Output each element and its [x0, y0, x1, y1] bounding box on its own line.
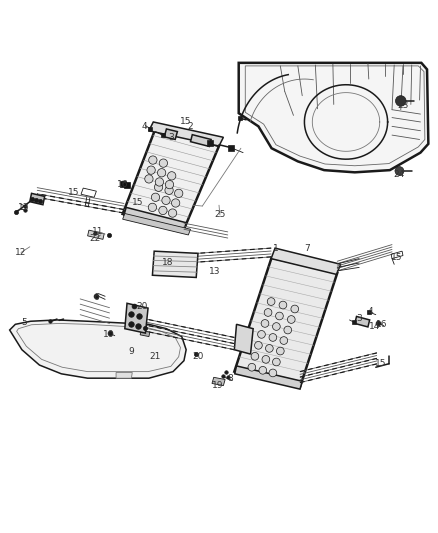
- Circle shape: [148, 203, 156, 212]
- Circle shape: [287, 316, 295, 324]
- Circle shape: [147, 166, 155, 174]
- Circle shape: [157, 168, 166, 177]
- Circle shape: [265, 344, 273, 352]
- Text: 19: 19: [212, 381, 224, 390]
- Text: 22: 22: [90, 233, 101, 243]
- Text: 4: 4: [367, 306, 373, 316]
- Text: 3: 3: [168, 133, 174, 142]
- Polygon shape: [235, 366, 302, 389]
- Text: 3: 3: [356, 314, 362, 322]
- Circle shape: [262, 356, 270, 363]
- Text: 13: 13: [209, 267, 220, 276]
- Text: 16: 16: [117, 180, 128, 189]
- Circle shape: [396, 96, 406, 106]
- Text: 18: 18: [162, 257, 173, 266]
- Circle shape: [162, 196, 170, 205]
- Circle shape: [159, 159, 167, 167]
- Circle shape: [269, 334, 277, 341]
- Text: 7: 7: [304, 245, 310, 254]
- Circle shape: [251, 352, 259, 360]
- Text: 4: 4: [142, 122, 147, 131]
- Circle shape: [261, 320, 269, 327]
- Text: 15: 15: [68, 189, 79, 197]
- Circle shape: [166, 181, 173, 189]
- Circle shape: [248, 364, 256, 371]
- Text: 13: 13: [18, 203, 30, 212]
- Polygon shape: [149, 122, 223, 146]
- Circle shape: [395, 167, 404, 175]
- Text: 10: 10: [103, 330, 114, 339]
- Polygon shape: [123, 214, 191, 235]
- Circle shape: [259, 367, 267, 374]
- Text: 24: 24: [393, 170, 404, 179]
- Polygon shape: [239, 63, 428, 172]
- Circle shape: [279, 301, 287, 309]
- Circle shape: [159, 206, 167, 215]
- Polygon shape: [234, 324, 253, 354]
- Polygon shape: [234, 258, 337, 387]
- Circle shape: [276, 312, 283, 320]
- Circle shape: [174, 189, 183, 198]
- Polygon shape: [124, 207, 186, 231]
- Text: 15: 15: [132, 198, 143, 207]
- Circle shape: [284, 326, 292, 334]
- Polygon shape: [123, 128, 219, 229]
- Text: 6: 6: [93, 293, 99, 302]
- Circle shape: [168, 209, 177, 217]
- Text: 15: 15: [180, 117, 192, 126]
- Polygon shape: [355, 317, 370, 327]
- Polygon shape: [88, 230, 104, 239]
- Circle shape: [272, 358, 280, 366]
- Circle shape: [269, 369, 277, 377]
- Circle shape: [272, 322, 280, 330]
- Text: 11: 11: [92, 227, 103, 236]
- Text: 12: 12: [15, 248, 27, 257]
- Circle shape: [291, 305, 299, 313]
- Text: 2: 2: [188, 122, 193, 131]
- Polygon shape: [191, 135, 211, 147]
- Polygon shape: [10, 320, 186, 378]
- Circle shape: [165, 186, 173, 195]
- Circle shape: [155, 178, 163, 186]
- Polygon shape: [152, 251, 198, 278]
- Circle shape: [154, 183, 162, 191]
- Circle shape: [151, 193, 159, 201]
- Circle shape: [276, 347, 284, 355]
- Polygon shape: [125, 303, 148, 333]
- Polygon shape: [30, 193, 45, 205]
- Polygon shape: [212, 377, 225, 386]
- Text: 21: 21: [150, 352, 161, 361]
- Circle shape: [258, 330, 265, 338]
- Polygon shape: [116, 373, 132, 378]
- Text: 23: 23: [397, 101, 409, 110]
- Text: 9: 9: [128, 348, 134, 357]
- Circle shape: [264, 309, 272, 317]
- Circle shape: [254, 342, 262, 349]
- Text: 14: 14: [369, 322, 380, 332]
- Text: 5: 5: [21, 318, 27, 327]
- Circle shape: [172, 199, 180, 207]
- Text: 20: 20: [137, 302, 148, 311]
- Polygon shape: [271, 248, 341, 274]
- Text: 20: 20: [193, 352, 204, 361]
- Text: 8: 8: [227, 374, 233, 383]
- Text: 15: 15: [391, 253, 402, 262]
- Polygon shape: [140, 330, 150, 336]
- Text: 15: 15: [375, 359, 387, 368]
- Polygon shape: [164, 129, 177, 140]
- Text: 25: 25: [214, 211, 226, 219]
- Circle shape: [167, 172, 176, 180]
- Circle shape: [148, 156, 157, 164]
- Circle shape: [145, 175, 153, 183]
- Circle shape: [267, 298, 275, 305]
- Circle shape: [280, 337, 288, 344]
- Text: 1: 1: [273, 245, 279, 254]
- Text: 16: 16: [376, 320, 388, 329]
